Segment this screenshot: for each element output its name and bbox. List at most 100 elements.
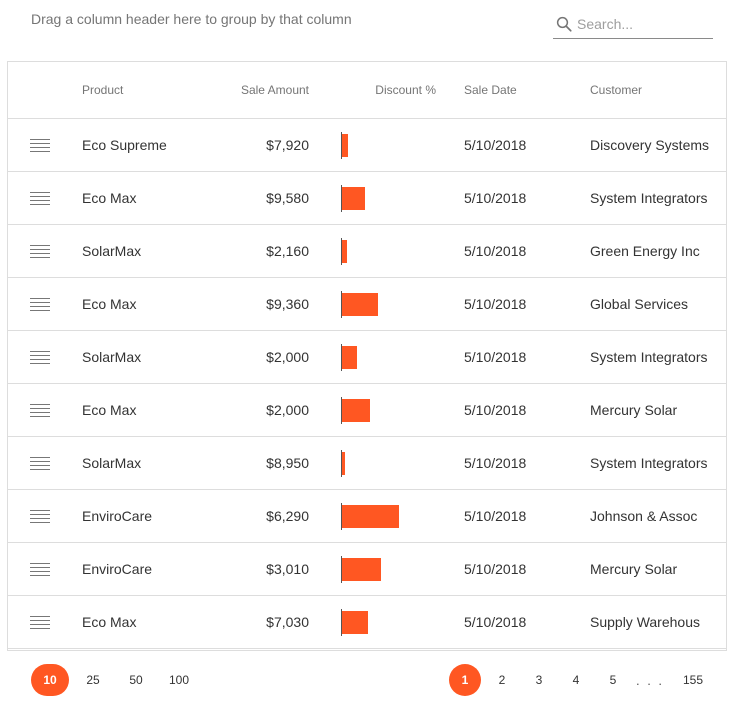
table-row[interactable]: EnviroCare $3,010 5/10/2018 Mercury Solar bbox=[8, 543, 726, 596]
discount-bar bbox=[342, 187, 365, 210]
discount-bar bbox=[342, 611, 368, 634]
cell-sale-amount: $6,290 bbox=[266, 508, 309, 524]
discount-bar-cell bbox=[341, 132, 431, 159]
cell-customer: Johnson & Assoc bbox=[590, 508, 698, 524]
discount-bar-axis bbox=[341, 397, 342, 424]
table-row[interactable]: EnviroCare $6,290 5/10/2018 Johnson & Assoc bbox=[8, 490, 726, 543]
cell-sale-amount: $9,580 bbox=[266, 190, 309, 206]
drag-handle-icon[interactable] bbox=[30, 245, 50, 258]
discount-bar bbox=[342, 346, 357, 369]
discount-bar-axis bbox=[341, 291, 342, 318]
cell-sale-amount: $9,360 bbox=[266, 296, 309, 312]
cell-sale-amount: $2,000 bbox=[266, 349, 309, 365]
page-button[interactable]: 2 bbox=[498, 673, 506, 687]
cell-sale-date: 5/10/2018 bbox=[464, 243, 527, 259]
table-row[interactable]: Eco Max $7,030 5/10/2018 Supply Warehous bbox=[8, 596, 726, 649]
column-header-discount[interactable]: Discount % bbox=[375, 83, 436, 97]
discount-bar-axis bbox=[341, 344, 342, 371]
cell-customer: Discovery Systems bbox=[590, 137, 710, 153]
cell-product: Eco Max bbox=[82, 296, 137, 312]
cell-sale-date: 5/10/2018 bbox=[464, 349, 527, 365]
discount-bar-cell bbox=[341, 185, 431, 212]
drag-handle-icon[interactable] bbox=[30, 457, 50, 470]
cell-sale-date: 5/10/2018 bbox=[464, 137, 527, 153]
discount-bar-cell bbox=[341, 503, 431, 530]
grid-body: Eco Supreme $7,920 5/10/2018 Discovery Syst… bbox=[8, 119, 726, 649]
cell-sale-date: 5/10/2018 bbox=[464, 296, 527, 312]
table-row[interactable]: SolarMax $2,000 5/10/2018 System Integrator… bbox=[8, 331, 726, 384]
search-box[interactable] bbox=[553, 10, 713, 39]
cell-product: SolarMax bbox=[82, 455, 142, 471]
drag-handle-icon[interactable] bbox=[30, 510, 50, 523]
cell-product: SolarMax bbox=[82, 349, 142, 365]
cell-product: Eco Max bbox=[82, 190, 137, 206]
cell-product: EnviroCare bbox=[82, 561, 153, 577]
discount-bar-axis bbox=[341, 450, 342, 477]
cell-sale-amount: $2,160 bbox=[266, 243, 309, 259]
page-size-button[interactable]: 10 bbox=[31, 664, 69, 696]
drag-handle-icon[interactable] bbox=[30, 298, 50, 311]
column-header-sale-amount[interactable]: Sale Amount bbox=[240, 83, 309, 97]
discount-bar-cell bbox=[341, 238, 431, 265]
table-row[interactable]: Eco Max $2,000 5/10/2018 Mercury Solar bbox=[8, 384, 726, 437]
discount-bar-axis bbox=[341, 503, 342, 530]
table-row[interactable]: Eco Supreme $7,920 5/10/2018 Discovery Syst… bbox=[8, 119, 726, 172]
discount-bar bbox=[342, 452, 345, 475]
page-button-last[interactable]: 155 bbox=[682, 673, 704, 687]
page-size-button[interactable]: 50 bbox=[129, 673, 143, 687]
discount-bar-cell bbox=[341, 291, 431, 318]
cell-sale-date: 5/10/2018 bbox=[464, 614, 527, 630]
page-button[interactable]: 5 bbox=[609, 673, 617, 687]
table-row[interactable]: SolarMax $2,160 5/10/2018 Green Energy Inc bbox=[8, 225, 726, 278]
discount-bar bbox=[342, 293, 378, 316]
table-row[interactable]: Eco Max $9,580 5/10/2018 System Integrators bbox=[8, 172, 726, 225]
drag-handle-icon[interactable] bbox=[30, 192, 50, 205]
cell-sale-date: 5/10/2018 bbox=[464, 402, 527, 418]
page-button[interactable]: 1 bbox=[449, 664, 481, 696]
column-header-sale-date[interactable]: Sale Date bbox=[464, 83, 517, 97]
page-size-button[interactable]: 25 bbox=[86, 673, 100, 687]
discount-bar-cell bbox=[341, 344, 431, 371]
discount-bar-cell bbox=[341, 609, 431, 636]
drag-handle-icon[interactable] bbox=[30, 563, 50, 576]
grid-header-row: Product Sale Amount Discount % Sale Date… bbox=[8, 62, 726, 119]
discount-bar-axis bbox=[341, 609, 342, 636]
cell-sale-amount: $2,000 bbox=[266, 402, 309, 418]
cell-product: EnviroCare bbox=[82, 508, 153, 524]
cell-sale-amount: $8,950 bbox=[266, 455, 309, 471]
table-row[interactable]: Eco Max $9,360 5/10/2018 Global Services bbox=[8, 278, 726, 331]
cell-sale-date: 5/10/2018 bbox=[464, 190, 527, 206]
discount-bar-cell bbox=[341, 450, 431, 477]
discount-bar-axis bbox=[341, 185, 342, 212]
discount-bar bbox=[342, 558, 381, 581]
column-header-customer[interactable]: Customer bbox=[590, 83, 643, 97]
search-input[interactable] bbox=[577, 16, 707, 32]
page-size-button[interactable]: 100 bbox=[168, 673, 190, 687]
cell-sale-date: 5/10/2018 bbox=[464, 455, 527, 471]
drag-handle-icon[interactable] bbox=[30, 616, 50, 629]
cell-customer: Supply Warehous bbox=[590, 614, 700, 630]
cell-sale-amount: $3,010 bbox=[266, 561, 309, 577]
discount-bar-cell bbox=[341, 397, 431, 424]
cell-sale-date: 5/10/2018 bbox=[464, 508, 527, 524]
drag-handle-icon[interactable] bbox=[30, 351, 50, 364]
drag-handle-icon[interactable] bbox=[30, 139, 50, 152]
cell-product: Eco Max bbox=[82, 402, 137, 418]
discount-bar-axis bbox=[341, 238, 342, 265]
page-size-selector: 10 25 50 100 bbox=[31, 664, 203, 696]
cell-customer: Mercury Solar bbox=[590, 561, 678, 577]
page-button[interactable]: 4 bbox=[572, 673, 580, 687]
cell-customer: Green Energy Inc bbox=[590, 243, 700, 259]
discount-bar bbox=[342, 505, 399, 528]
cell-customer: Global Services bbox=[590, 296, 689, 312]
group-panel[interactable]: Drag a column header here to group by th… bbox=[31, 11, 352, 27]
cell-customer: Mercury Solar bbox=[590, 402, 678, 418]
page-navigator: 1 2 3 4 5 . . . 155 bbox=[449, 664, 715, 696]
table-row[interactable]: SolarMax $8,950 5/10/2018 System Integrator… bbox=[8, 437, 726, 490]
drag-handle-icon[interactable] bbox=[30, 404, 50, 417]
page-button[interactable]: 3 bbox=[535, 673, 543, 687]
cell-customer: System Integrators bbox=[590, 455, 708, 471]
column-header-product[interactable]: Product bbox=[82, 83, 124, 97]
discount-bar-cell bbox=[341, 556, 431, 583]
discount-bar-axis bbox=[341, 556, 342, 583]
